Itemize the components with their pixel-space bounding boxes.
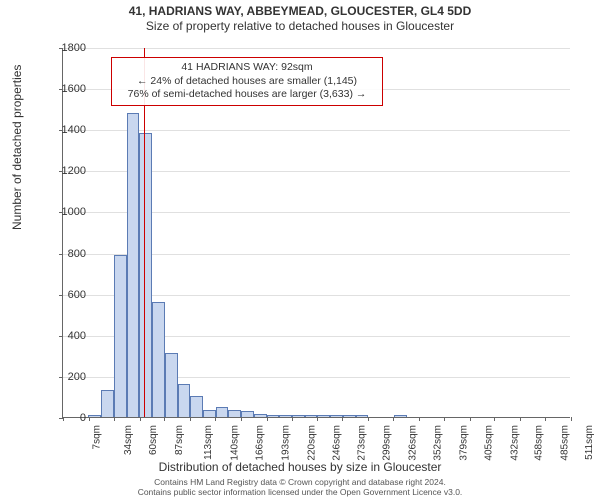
annotation-line: ← 24% of detached houses are smaller (1,…: [118, 75, 376, 89]
xtick-label: 326sqm: [408, 425, 419, 461]
xtick-label: 7sqm: [91, 425, 102, 449]
x-axis-label: Distribution of detached houses by size …: [0, 460, 600, 474]
xtick-mark: [494, 417, 495, 421]
histogram-bar: [203, 410, 216, 417]
histogram-bar: [241, 411, 254, 417]
xtick-label: 140sqm: [230, 425, 241, 461]
ytick-label: 1200: [46, 165, 86, 177]
histogram-bar: [216, 407, 229, 417]
xtick-mark: [393, 417, 394, 421]
histogram-bar: [279, 415, 292, 417]
histogram-bar: [139, 133, 152, 417]
xtick-mark: [292, 417, 293, 421]
histogram-bar: [152, 302, 165, 417]
ytick-label: 1600: [46, 83, 86, 95]
ytick-label: 400: [46, 330, 86, 342]
histogram-bar: [165, 353, 178, 417]
plot-region: 7sqm34sqm60sqm87sqm113sqm140sqm166sqm193…: [62, 48, 570, 418]
ytick-label: 1800: [46, 42, 86, 54]
ytick-label: 200: [46, 371, 86, 383]
ytick-label: 1400: [46, 124, 86, 136]
xtick-label: 405sqm: [483, 425, 494, 461]
xtick-mark: [317, 417, 318, 421]
histogram-bar: [343, 415, 356, 417]
histogram-bar: [88, 415, 101, 417]
histogram-bar: [114, 255, 127, 417]
xtick-label: 432sqm: [509, 425, 520, 461]
gridline: [63, 48, 570, 49]
chart-title-block: 41, HADRIANS WAY, ABBEYMEAD, GLOUCESTER,…: [0, 0, 600, 34]
xtick-mark: [190, 417, 191, 421]
xtick-label: 299sqm: [382, 425, 393, 461]
xtick-label: 193sqm: [281, 425, 292, 461]
xtick-label: 87sqm: [174, 425, 185, 455]
xtick-label: 220sqm: [306, 425, 317, 461]
xtick-mark: [267, 417, 268, 421]
xtick-label: 246sqm: [331, 425, 342, 461]
xtick-label: 458sqm: [534, 425, 545, 461]
xtick-mark: [164, 417, 165, 421]
xtick-label: 352sqm: [433, 425, 444, 461]
histogram-bar: [356, 415, 369, 417]
xtick-mark: [419, 417, 420, 421]
attribution-footer: Contains HM Land Registry data © Crown c…: [0, 478, 600, 498]
xtick-mark: [89, 417, 90, 421]
xtick-label: 511sqm: [584, 425, 595, 460]
histogram-bar: [228, 410, 241, 417]
xtick-mark: [520, 417, 521, 421]
ytick-label: 1000: [46, 206, 86, 218]
footer-line-2: Contains public sector information licen…: [0, 488, 600, 498]
annotation-box: 41 HADRIANS WAY: 92sqm← 24% of detached …: [111, 57, 383, 106]
xtick-mark: [342, 417, 343, 421]
xtick-label: 379sqm: [458, 425, 469, 461]
histogram-bar: [305, 415, 318, 417]
xtick-mark: [241, 417, 242, 421]
xtick-mark: [571, 417, 572, 421]
histogram-bar: [178, 384, 191, 417]
annotation-line: 76% of semi-detached houses are larger (…: [118, 88, 376, 102]
xtick-label: 273sqm: [357, 425, 368, 461]
y-axis-label: Number of detached properties: [10, 65, 24, 230]
histogram-bar: [394, 415, 407, 417]
title-line-1: 41, HADRIANS WAY, ABBEYMEAD, GLOUCESTER,…: [0, 4, 600, 19]
xtick-mark: [545, 417, 546, 421]
ytick-label: 800: [46, 248, 86, 260]
histogram-bar: [330, 415, 343, 417]
xtick-mark: [215, 417, 216, 421]
histogram-bar: [101, 390, 114, 417]
histogram-bar: [254, 414, 267, 417]
xtick-label: 113sqm: [203, 425, 214, 460]
histogram-bar: [190, 396, 203, 417]
xtick-mark: [140, 417, 141, 421]
xtick-label: 34sqm: [123, 425, 134, 455]
xtick-label: 60sqm: [148, 425, 159, 455]
histogram-bar: [127, 113, 140, 417]
ytick-label: 0: [46, 412, 86, 424]
histogram-bar: [267, 415, 280, 417]
xtick-label: 166sqm: [255, 425, 266, 461]
xtick-mark: [368, 417, 369, 421]
xtick-label: 485sqm: [560, 425, 571, 461]
histogram-bar: [317, 415, 330, 417]
ytick-label: 600: [46, 289, 86, 301]
xtick-mark: [470, 417, 471, 421]
annotation-line: 41 HADRIANS WAY: 92sqm: [118, 61, 376, 75]
histogram-bar: [292, 415, 305, 417]
xtick-mark: [444, 417, 445, 421]
chart-area: 7sqm34sqm60sqm87sqm113sqm140sqm166sqm193…: [62, 48, 570, 418]
title-line-2: Size of property relative to detached ho…: [0, 19, 600, 34]
xtick-mark: [114, 417, 115, 421]
